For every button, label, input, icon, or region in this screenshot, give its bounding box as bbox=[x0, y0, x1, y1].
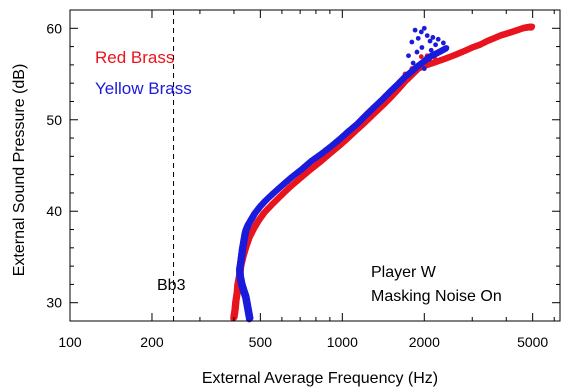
yellow-brass-cloud-point bbox=[430, 35, 436, 40]
x-axis-title: External Average Frequency (Hz) bbox=[202, 370, 438, 387]
yellow-brass-cloud-point bbox=[409, 39, 415, 45]
yellow-brass-cloud-point bbox=[424, 33, 430, 39]
y-axis-title: External Sound Pressure (dB) bbox=[11, 64, 28, 277]
yellow-brass-cloud-point bbox=[419, 45, 425, 50]
x-tick-label: 500 bbox=[249, 334, 273, 350]
legend-entry-yellow-brass: Yellow Brass bbox=[95, 79, 192, 98]
red-brass-point bbox=[528, 24, 535, 31]
yellow-brass-point bbox=[442, 45, 450, 52]
yellow-brass-cloud-point bbox=[414, 49, 420, 55]
annotation-masking-noise: Masking Noise On bbox=[371, 288, 502, 305]
x-tick-label: 5000 bbox=[517, 334, 548, 350]
axes-frame bbox=[69, 9, 561, 322]
reference-line-label: Bb3 bbox=[157, 277, 186, 294]
y-tick-label: 30 bbox=[46, 295, 62, 311]
y-tick-label: 40 bbox=[46, 203, 62, 219]
x-tick-label: 1000 bbox=[327, 334, 358, 350]
yellow-brass-cloud-point bbox=[421, 66, 427, 71]
series-yellow-brass bbox=[235, 25, 450, 323]
yellow-brass-cloud-point bbox=[418, 29, 424, 35]
y-tick-label: 60 bbox=[46, 20, 62, 36]
yellow-brass-cloud-point bbox=[433, 42, 438, 48]
red-brass-cloud-point bbox=[418, 54, 424, 60]
yellow-brass-cloud-point bbox=[435, 36, 441, 42]
x-tick-label: 200 bbox=[140, 334, 164, 350]
red-brass-cloud-point bbox=[433, 56, 438, 62]
yellow-brass-cloud-point bbox=[440, 40, 446, 46]
y-tick-label: 50 bbox=[46, 112, 62, 128]
yellow-brass-cloud-point bbox=[412, 27, 418, 33]
axes bbox=[69, 9, 561, 322]
yellow-brass-cloud-point bbox=[428, 47, 434, 53]
yellow-brass-cloud-point bbox=[417, 62, 422, 68]
x-tick-label: 2000 bbox=[409, 334, 440, 350]
yellow-brass-cloud-point bbox=[415, 35, 421, 41]
labels: 100 200 500 1000 2000 5000 30 40 50 60 bbox=[46, 20, 548, 350]
yellow-brass-cloud-point bbox=[427, 38, 433, 44]
yellow-brass-cloud-point bbox=[406, 53, 411, 59]
annotation-player: Player W bbox=[371, 264, 437, 281]
yellow-brass-cloud-point bbox=[426, 56, 432, 62]
yellow-brass-cloud-point bbox=[421, 25, 427, 31]
x-tick-label: 100 bbox=[58, 334, 82, 350]
legend-entry-red-brass: Red Brass bbox=[95, 48, 174, 67]
yellow-brass-cloud-point bbox=[410, 60, 416, 66]
